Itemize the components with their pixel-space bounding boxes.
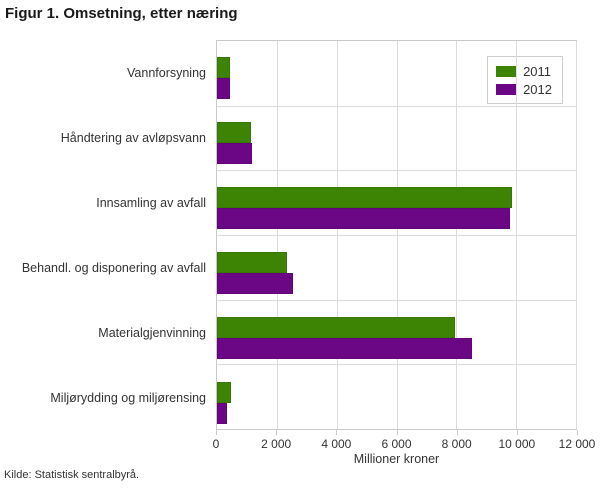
bar-2011 xyxy=(217,317,455,338)
legend-swatch-2011 xyxy=(496,65,518,77)
chart-title: Figur 1. Omsetning, etter næring xyxy=(5,5,238,22)
bar-2012 xyxy=(217,143,252,164)
x-tick-mark xyxy=(216,430,217,435)
plot-area: 2011 2012 xyxy=(216,40,577,430)
x-tick-label: 4 000 xyxy=(321,437,352,451)
category-label: Materialgjenvinning xyxy=(98,325,206,340)
gridline-horizontal xyxy=(217,364,576,366)
x-tick-label: 12 000 xyxy=(558,437,596,451)
category-label: Innsamling av avfall xyxy=(96,195,206,210)
bar-2012 xyxy=(217,208,510,229)
bar-group-1 xyxy=(217,41,576,106)
legend-item-2012[interactable]: 2012 xyxy=(496,80,552,98)
bar-group-3 xyxy=(217,171,576,236)
bar-2012 xyxy=(217,338,472,359)
x-tick-mark xyxy=(577,430,578,435)
legend-item-2011[interactable]: 2011 xyxy=(496,62,552,80)
legend-swatch-2012 xyxy=(496,83,518,95)
gridline-horizontal xyxy=(217,105,576,107)
gridline-horizontal xyxy=(217,235,576,236)
category-label: Behandl. og disponering av avfall xyxy=(21,260,206,275)
bar-group-5 xyxy=(217,301,576,366)
x-tick-label: 6 000 xyxy=(381,437,412,451)
bar-group-6 xyxy=(217,366,576,431)
gridline-horizontal xyxy=(217,170,576,172)
x-tick-mark xyxy=(456,430,458,435)
category-label: Miljørydding og miljørensing xyxy=(50,390,206,405)
bar-2012 xyxy=(217,78,230,99)
bar-2011 xyxy=(217,122,251,143)
x-tick-mark xyxy=(396,430,398,435)
legend: 2011 2012 xyxy=(487,56,563,104)
legend-label-2011: 2011 xyxy=(523,63,552,79)
x-axis: 0 2 000 4 000 6 000 8 000 10 000 12 000 xyxy=(212,430,595,452)
x-tick-label: 8 000 xyxy=(441,437,472,451)
x-tick-label: 0 xyxy=(212,437,220,451)
bar-2011 xyxy=(217,57,231,78)
y-axis-category-labels: Vannforsyning Håndtering av avløpsvann Inn… xyxy=(0,40,206,430)
gridline-vertical xyxy=(576,41,577,429)
category-label: Håndtering av avløpsvann xyxy=(60,130,206,145)
source-credit: Kilde: Statistisk sentralbyrå. xyxy=(4,469,140,481)
x-tick-label: 10 000 xyxy=(498,437,536,451)
x-tick-mark xyxy=(276,430,278,435)
legend-label-2012: 2012 xyxy=(523,81,552,97)
x-tick-label: 2 000 xyxy=(261,437,292,451)
category-label: Vannforsyning xyxy=(127,65,206,80)
gridline-horizontal xyxy=(217,299,576,301)
bar-group-2 xyxy=(217,106,576,171)
bar-2011 xyxy=(217,382,231,403)
x-axis-title: Millioner kroner xyxy=(353,452,440,466)
bar-group-4 xyxy=(217,236,576,301)
x-tick-mark xyxy=(516,430,518,435)
bar-2011 xyxy=(217,187,512,208)
bar-2012 xyxy=(217,273,294,294)
bar-2011 xyxy=(217,252,288,273)
bar-2012 xyxy=(217,403,227,424)
x-tick-mark xyxy=(336,430,338,435)
